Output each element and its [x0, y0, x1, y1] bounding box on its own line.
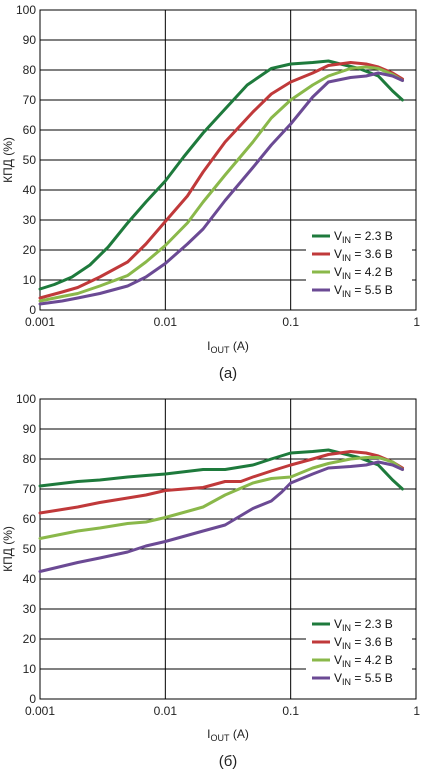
chart-a-y-tick-100: 100 [16, 3, 36, 17]
chart-a-x-label: IOUT (A) [207, 339, 249, 355]
chart-a-x-tick-1: 0.01 [154, 315, 178, 329]
chart-a-y-tick-80: 80 [23, 63, 37, 77]
chart-b-x-tick-0: 0.001 [25, 704, 55, 718]
chart-a: 0 10 20 30 40 50 60 70 80 90 100 0.001 0.01 0.1 1 VIN… [1, 3, 420, 382]
chart-a-series-3-6 [38, 61, 404, 300]
chart-a-y-tick-50: 50 [23, 153, 37, 167]
chart-a-y-tick-40: 40 [23, 183, 37, 197]
chart-a-x-tick-0: 0.001 [25, 315, 55, 329]
chart-b-x-tick-1: 0.01 [154, 704, 178, 718]
chart-a-y-tick-20: 20 [23, 243, 37, 257]
chart-b-y-tick-0: 0 [29, 692, 36, 706]
chart-a-y-tick-60: 60 [23, 123, 37, 137]
chart-b-y-tick-40: 40 [23, 572, 37, 586]
chart-b-y-tick-10: 10 [23, 662, 37, 676]
chart-a-legend-label-5-5: VIN = 5.5 В [334, 283, 393, 299]
chart-a-series-4-2 [38, 65, 404, 303]
chart-a-y-ticks: 0 10 20 30 40 50 60 70 80 90 100 [16, 3, 36, 317]
chart-b-series-3-6 [38, 450, 404, 515]
chart-b-x-ticks: 0.001 0.01 0.1 1 [25, 704, 420, 718]
chart-a-legend-label-4-2: VIN = 4.2 В [334, 265, 393, 281]
chart-a-caption: (а) [219, 365, 237, 382]
chart-b-legend-label-5-5: VIN = 5.5 В [334, 671, 393, 687]
chart-b-y-tick-90: 90 [23, 422, 37, 436]
chart-a-legend: VIN = 2.3 В VIN = 3.6 В VIN = 4.2 В VIN = 5… [306, 226, 412, 302]
chart-b-y-tick-20: 20 [23, 632, 37, 646]
chart-a-y-tick-90: 90 [23, 33, 37, 47]
chart-a-legend-label-2-3: VIN = 2.3 В [334, 229, 393, 245]
chart-b-series [38, 448, 404, 573]
chart-a-y-tick-70: 70 [23, 93, 37, 107]
chart-b-y-tick-50: 50 [23, 542, 37, 556]
chart-a-x-tick-3: 1 [413, 315, 420, 329]
chart-b-caption: (б) [219, 753, 238, 770]
chart-b-y-tick-80: 80 [23, 452, 37, 466]
chart-b-y-ticks: 0 10 20 30 40 50 60 70 80 90 100 [16, 392, 36, 706]
chart-a-plot-frame [39, 9, 417, 311]
chart-b-x-tick-2: 0.1 [282, 704, 299, 718]
chart-b-y-tick-70: 70 [23, 482, 37, 496]
chart-b-x-tick-3: 1 [413, 704, 420, 718]
chart-b-legend-label-4-2: VIN = 4.2 В [334, 653, 393, 669]
chart-b-legend: VIN = 2.3 В VIN = 3.6 В VIN = 4.2 В VIN = 5… [306, 614, 412, 690]
chart-b-x-label: IOUT (A) [207, 727, 249, 743]
chart-b-legend-label-2-3: VIN = 2.3 В [334, 617, 393, 633]
chart-a-series [38, 59, 404, 306]
chart-b-legend-label-3-6: VIN = 3.6 В [334, 635, 393, 651]
chart-b-series-5-5 [38, 460, 404, 573]
chart-b: 0 10 20 30 40 50 60 70 80 90 100 0.001 0.01 0.1 1 VIN… [1, 392, 420, 770]
chart-b-series-4-2 [38, 456, 404, 540]
chart-b-plot-frame [39, 398, 417, 700]
chart-b-y-tick-60: 60 [23, 512, 37, 526]
chart-a-y-tick-10: 10 [23, 273, 37, 287]
chart-b-y-label: КПД (%) [1, 526, 15, 572]
chart-b-y-tick-30: 30 [23, 602, 37, 616]
chart-a-x-ticks: 0.001 0.01 0.1 1 [25, 315, 420, 329]
chart-a-y-label: КПД (%) [1, 137, 15, 183]
chart-a-y-tick-0: 0 [29, 303, 36, 317]
chart-a-y-tick-30: 30 [23, 213, 37, 227]
chart-b-y-tick-100: 100 [16, 392, 36, 406]
chart-a-series-5-5 [38, 71, 404, 306]
chart-a-x-tick-2: 0.1 [282, 315, 299, 329]
chart-a-legend-label-3-6: VIN = 3.6 В [334, 247, 393, 263]
